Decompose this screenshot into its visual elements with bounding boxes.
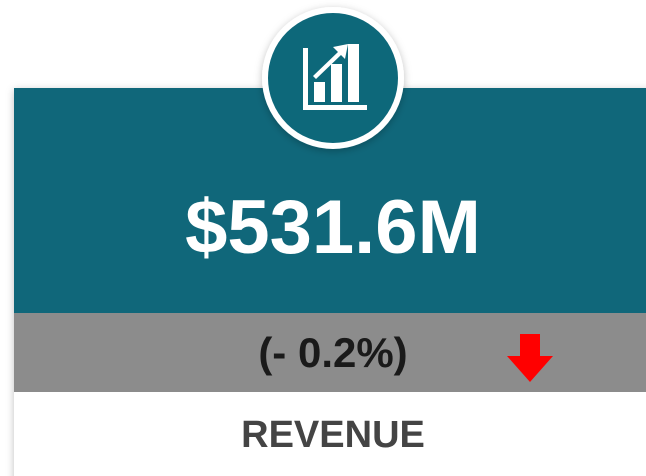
icon-badge	[262, 7, 404, 149]
change-band	[14, 313, 646, 392]
down-arrow	[507, 334, 553, 382]
kpi-value: $531.6M	[185, 185, 481, 270]
label-band	[14, 392, 646, 476]
chart-icon	[303, 44, 367, 110]
kpi-change: (- 0.2%)	[258, 329, 407, 376]
kpi-label: REVENUE	[241, 414, 425, 456]
